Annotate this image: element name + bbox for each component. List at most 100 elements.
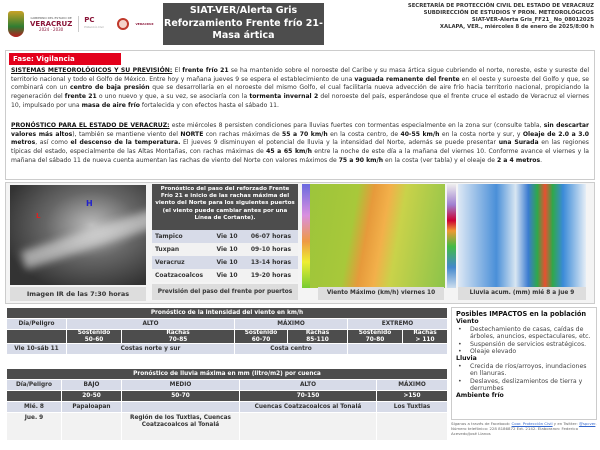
rain-row-day: Jue. 9	[6, 412, 62, 441]
body-text: fortalecida y con efectos hasta el sábad…	[139, 101, 279, 109]
forecast-text-box	[5, 50, 595, 180]
title-line: SIAT-VER/Alerta Gris	[189, 5, 298, 16]
seal-icon	[117, 18, 130, 30]
body-text: El jueves 9 disminuyen el potencial de l…	[180, 139, 499, 147]
rain-row: Mié. 8 Papaloapan Cuencas Coatzacoalcos …	[6, 401, 448, 413]
port-hours: 09-10 horas	[250, 246, 292, 253]
veracruz-government-logo: GOBIERNO DEL ESTADO DE VERACRUZ 2024 · 203…	[30, 16, 72, 32]
systems-paragraph: SISTEMAS METEOROLÓGICOS Y SU PREVISIÓN: …	[11, 67, 589, 111]
impacts-rain-label: Lluvia	[456, 355, 477, 363]
impact-item: Suspensión de servicios estratégicos.	[456, 341, 592, 349]
impacts-title: Posibles IMPACTOS en la población	[456, 310, 587, 318]
rain-map-caption: Lluvia acum. (mm) mié 8 a jue 9	[458, 287, 586, 300]
port-row: Tampico Vie 10 06-07 horas	[152, 230, 298, 243]
subhead: Sostenido 60-70	[234, 329, 288, 344]
body-text: en la costa centro, de	[327, 130, 401, 138]
body-text: .	[540, 156, 543, 164]
highlighted-text: centro de baja presión	[70, 84, 150, 92]
body-text: se ha mantenido sobre el noroeste del Ca…	[11, 67, 590, 83]
rain-row-alto: Cuencas Coatzacoalcos al Tonalá	[239, 401, 377, 413]
level-maximo: MÁXIMO	[234, 318, 348, 330]
body-text: entre la noche de este día a la mañana d…	[11, 148, 590, 164]
wind-row-extremo	[347, 343, 448, 355]
issuer-info: SECRETARÍA DE PROTECCIÓN CIVIL DEL ESTAD…	[324, 3, 594, 31]
wind-row-maximo: Costa centro	[234, 343, 348, 355]
title-line: Reforzamiento Frente frío 21-	[164, 17, 323, 29]
proteccion-civil-logo: PC Protección Civil	[78, 16, 103, 32]
high-pressure-marker: H	[86, 199, 93, 208]
range-maximo: >150	[376, 390, 448, 402]
section-heading: PRONÓSTICO PARA EL ESTADO DE VERACRUZ:	[11, 122, 170, 129]
port-name: Veracruz	[155, 259, 185, 266]
phase-badge: Fase: Vigilancia	[9, 53, 121, 65]
logo-state-text: VERACRUZ	[30, 20, 73, 28]
bulletin-id: SIAT-VER-Alerta Gris_FF21_ No_08012025	[471, 17, 594, 23]
body-text: El	[172, 67, 183, 74]
port-name: Coatzacoalcos	[155, 272, 204, 279]
port-row: Veracruz Vie 10 13-14 horas	[152, 256, 298, 269]
level-alto: ALTO	[239, 379, 377, 391]
port-name: Tuxpan	[155, 246, 180, 253]
wind-table-title: Pronóstico de la intensidad del viento e…	[6, 307, 448, 319]
port-row: Tuxpan Vie 10 09-10 horas	[152, 243, 298, 256]
highlighted-text: vaguada remanente del frente	[354, 75, 460, 83]
rain-row-day: Mié. 8	[6, 401, 62, 413]
org-subdivision: SUBDIRECCIÓN DE ESTUDIOS Y PRON. METEORO…	[423, 10, 594, 16]
twitter-link[interactable]: @spcver	[578, 421, 596, 426]
highlighted-text: masa de aire frío	[81, 101, 140, 109]
rain-row-alto	[239, 412, 377, 441]
ports-table-heading: Pronóstico del paso del reforzado Frente…	[152, 184, 298, 230]
impact-item: Destechamiento de casas, caídas de árbol…	[456, 326, 592, 341]
impacts-box: Posibles IMPACTOS en la población Viento…	[451, 307, 597, 420]
satellite-ir-image: H L	[10, 185, 146, 285]
body-text: o uno nuevo y que, a su vez, se asociarí…	[96, 93, 250, 101]
rain-row-maximo: Los Tuxtlas	[376, 401, 448, 413]
wind-row-alto: Costas norte y sur	[66, 343, 235, 355]
rain-row-medio: Región de los Tuxtlas, Cuencas Coatzacoa…	[121, 412, 240, 441]
section-heading: SISTEMAS METEOROLÓGICOS Y SU PREVISIÓN:	[11, 67, 173, 74]
org-name: SECRETARÍA DE PROTECCIÓN CIVIL DEL ESTAD…	[407, 3, 594, 9]
subhead: Sostenido 70-80	[347, 329, 403, 344]
wind-row: Vie 10-sáb 11 Costas norte y sur Costa c…	[6, 343, 448, 355]
rain-row-bajo: Papaloapan	[61, 401, 122, 413]
forecast-paragraph: PRONÓSTICO PARA EL ESTADO DE VERACRUZ: e…	[11, 122, 589, 166]
port-day: Vie 10	[216, 233, 238, 240]
port-name: Tampico	[155, 233, 183, 240]
impact-item: Crecida de ríos/arroyos, inundaciones en…	[456, 363, 592, 378]
range-bajo: 20-50	[61, 390, 122, 402]
body-text: en la costa norte y sur, y	[439, 130, 523, 138]
body-text: en las regiones típicas del estado, espe…	[11, 139, 589, 156]
facebook-link[interactable]: Coor. Protección Civil	[511, 421, 553, 426]
highlighted-text: sin descartar valores más altos	[11, 122, 590, 138]
highlighted-text: tormenta invernal 2	[249, 93, 319, 101]
port-row: Coatzacoalcos Vie 10 19-20 horas	[152, 269, 298, 282]
satellite-caption: Imagen IR de las 7:30 horas	[10, 287, 146, 301]
subhead: Rachas > 110	[402, 329, 448, 344]
highlighted-text: 2 a 4 metros	[496, 156, 541, 164]
footer-text: Síganos a través de Facebook:	[451, 421, 512, 426]
highlighted-text: una Surada	[498, 139, 539, 147]
port-day: Vie 10	[216, 272, 238, 279]
footer-text: . Número telefónico: 228 8186872 Ext. 21…	[451, 421, 597, 436]
rain-row: Jue. 9 Región de los Tuxtlas, Cuencas Co…	[6, 412, 448, 441]
level-extremo: EXTREMO	[347, 318, 448, 330]
body-text: en la costa (ver tabla) y el oleaje de	[383, 156, 497, 164]
ports-caption: Previsión del paso del frente por puerto…	[152, 284, 298, 300]
ports-rows: Tampico Vie 10 06-07 horas Tuxpan Vie 10 09-…	[152, 230, 298, 282]
ports-table: Pronóstico del paso del reforzado Frente…	[152, 184, 298, 282]
level-maximo: MÁXIMO	[376, 379, 448, 391]
wind-map-caption: Viento Máximo (km/h) viernes 10	[318, 287, 444, 300]
highlighted-text: el descenso de la temperatura.	[70, 139, 181, 147]
level-medio: MEDIO	[121, 379, 240, 391]
highlighted-text: 55 a 70 km/h	[282, 130, 328, 138]
impacts-cold-label: Ambiente frío	[456, 392, 504, 400]
port-hours: 19-20 horas	[250, 272, 292, 279]
body-text: en el oeste y suroeste del Golfo y que, …	[11, 75, 589, 92]
highlighted-text: frente frío 21	[182, 67, 229, 74]
header-logos: GOBIERNO DEL ESTADO DE VERACRUZ 2024 · 203…	[8, 4, 158, 44]
wind-intensity-table: Pronóstico de la intensidad del viento e…	[6, 307, 448, 355]
max-wind-map	[303, 184, 445, 288]
rain-max-table: Pronóstico de lluvia máxima en mm (litro…	[6, 368, 448, 441]
rain-color-scale	[447, 184, 456, 288]
wind-row-day: Vie 10-sáb 11	[6, 343, 67, 355]
